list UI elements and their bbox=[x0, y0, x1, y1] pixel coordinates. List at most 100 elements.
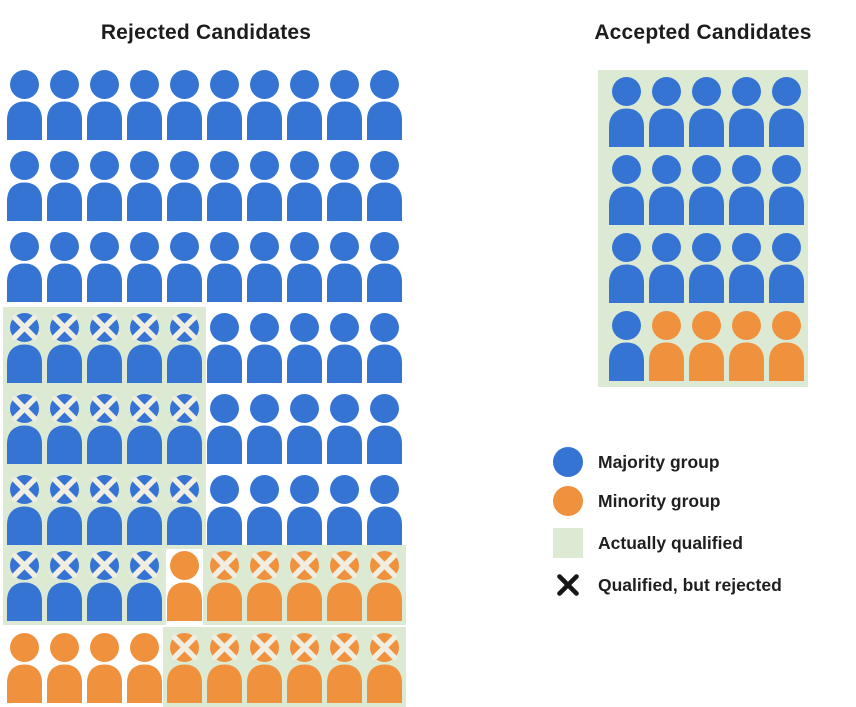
person-icon-majority bbox=[167, 394, 202, 464]
person-icon-majority bbox=[87, 151, 122, 221]
person-icon-minority bbox=[287, 633, 322, 703]
person-icon-majority bbox=[207, 232, 242, 302]
person-icon-minority bbox=[327, 551, 362, 621]
person-icon-majority bbox=[367, 70, 402, 140]
person-icon-majority bbox=[47, 313, 82, 383]
accepted-candidates-title: Accepted Candidates bbox=[594, 21, 812, 44]
person-icon-majority bbox=[287, 232, 322, 302]
person-icon-majority bbox=[729, 77, 764, 147]
person-icon-majority bbox=[689, 233, 724, 303]
person-icon-majority bbox=[127, 70, 162, 140]
person-icon-majority bbox=[207, 70, 242, 140]
person-icon-majority bbox=[207, 394, 242, 464]
person-icon-majority bbox=[7, 313, 42, 383]
person-icon-minority bbox=[769, 311, 804, 381]
person-icon-majority bbox=[327, 475, 362, 545]
person-icon-majority bbox=[367, 475, 402, 545]
person-icon-minority bbox=[247, 551, 282, 621]
person-icon-majority bbox=[609, 233, 644, 303]
person-icon-majority bbox=[167, 313, 202, 383]
person-icon-minority bbox=[207, 551, 242, 621]
person-icon-majority bbox=[87, 394, 122, 464]
person-icon-majority bbox=[167, 475, 202, 545]
person-icon-majority bbox=[167, 151, 202, 221]
person-icon-minority bbox=[689, 311, 724, 381]
person-icon-minority bbox=[287, 551, 322, 621]
person-icon-majority bbox=[287, 70, 322, 140]
person-icon-majority bbox=[87, 313, 122, 383]
person-icon-majority bbox=[287, 394, 322, 464]
person-icon-majority bbox=[689, 155, 724, 225]
person-icon-majority bbox=[207, 151, 242, 221]
person-icon-majority bbox=[609, 311, 644, 381]
person-icon-majority bbox=[167, 232, 202, 302]
person-icon-majority bbox=[87, 70, 122, 140]
person-icon-majority bbox=[87, 475, 122, 545]
person-icon-minority bbox=[649, 311, 684, 381]
person-icon-majority bbox=[127, 151, 162, 221]
person-icon-majority bbox=[7, 551, 42, 621]
person-icon-majority bbox=[367, 394, 402, 464]
person-icon-majority bbox=[7, 151, 42, 221]
person-icon-majority bbox=[127, 475, 162, 545]
person-icon-majority bbox=[609, 155, 644, 225]
person-icon-majority bbox=[87, 551, 122, 621]
person-icon-majority bbox=[247, 475, 282, 545]
person-icon-majority bbox=[7, 475, 42, 545]
person-icon-majority bbox=[247, 313, 282, 383]
person-icon-majority bbox=[87, 232, 122, 302]
person-icon-majority bbox=[689, 77, 724, 147]
person-icon-majority bbox=[247, 70, 282, 140]
person-icon-majority bbox=[327, 313, 362, 383]
person-icon-minority bbox=[367, 633, 402, 703]
person-icon-majority bbox=[367, 151, 402, 221]
person-icon-majority bbox=[127, 313, 162, 383]
person-icon-minority bbox=[7, 633, 42, 703]
person-icon-majority bbox=[367, 313, 402, 383]
person-icon-majority bbox=[247, 151, 282, 221]
person-icon-majority bbox=[247, 232, 282, 302]
rejected-candidates-title: Rejected Candidates bbox=[100, 21, 312, 44]
person-icon-minority bbox=[247, 633, 282, 703]
person-icon-majority bbox=[167, 70, 202, 140]
person-icon-majority bbox=[769, 77, 804, 147]
person-icon-majority bbox=[207, 475, 242, 545]
person-icon-minority bbox=[167, 551, 202, 621]
person-icon-majority bbox=[769, 233, 804, 303]
person-icon-majority bbox=[7, 232, 42, 302]
person-icon-majority bbox=[127, 232, 162, 302]
person-icon-minority bbox=[207, 633, 242, 703]
person-icon-majority bbox=[287, 475, 322, 545]
person-icon-majority bbox=[47, 394, 82, 464]
person-icon-majority bbox=[649, 233, 684, 303]
person-icon-majority bbox=[47, 70, 82, 140]
person-icon-majority bbox=[729, 233, 764, 303]
person-icon-majority bbox=[127, 394, 162, 464]
person-icon-majority bbox=[7, 394, 42, 464]
person-icon-majority bbox=[327, 394, 362, 464]
person-icon-majority bbox=[207, 313, 242, 383]
person-icon-majority bbox=[247, 394, 282, 464]
person-icon-minority bbox=[47, 633, 82, 703]
person-icon-majority bbox=[649, 155, 684, 225]
person-icon-majority bbox=[367, 232, 402, 302]
person-icon-majority bbox=[47, 475, 82, 545]
qualified-region bbox=[163, 627, 406, 707]
person-icon-majority bbox=[47, 232, 82, 302]
person-icon-majority bbox=[327, 70, 362, 140]
person-icon-minority bbox=[87, 633, 122, 703]
person-icon-majority bbox=[127, 551, 162, 621]
person-icon-minority bbox=[127, 633, 162, 703]
person-icon-majority bbox=[649, 77, 684, 147]
person-icon-majority bbox=[287, 313, 322, 383]
person-icon-majority bbox=[47, 151, 82, 221]
person-icon-majority bbox=[327, 151, 362, 221]
person-icon-minority bbox=[367, 551, 402, 621]
person-icon-minority bbox=[327, 633, 362, 703]
person-icon-majority bbox=[769, 155, 804, 225]
person-icon-majority bbox=[287, 151, 322, 221]
person-icon-minority bbox=[167, 633, 202, 703]
